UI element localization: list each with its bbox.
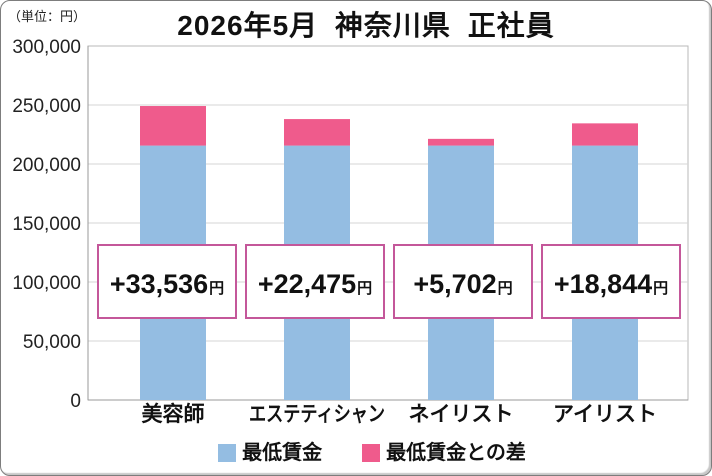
data-labels: +33,536円 +22,475円 +5,702円 +18,844円: [97, 244, 681, 319]
bar-wage-difference: [284, 119, 350, 146]
x-axis-category-labels: 美容師 エステティシャン ネイリスト アイリスト: [142, 402, 657, 426]
data-label-box: [393, 244, 533, 319]
data-label-text: +33,536円: [110, 269, 224, 299]
chart-title: 2026年5月 神奈川県 正社員: [177, 10, 555, 41]
data-label-value: +33,536: [110, 269, 208, 299]
data-label-text: +5,702円: [413, 269, 512, 299]
data-label-value: +22,475: [258, 269, 356, 299]
y-tick-label: 300,000: [12, 37, 81, 58]
category-label: エステティシャン: [249, 403, 385, 426]
data-label-box: [97, 244, 237, 319]
bar-wage-difference: [140, 106, 206, 146]
bar-wage-difference: [572, 123, 638, 146]
legend-item-wage-difference: 最低賃金との差: [362, 441, 526, 465]
y-tick-label: 250,000: [12, 96, 81, 117]
category-label: アイリスト: [553, 403, 657, 426]
legend-label-wage-difference: 最低賃金との差: [386, 442, 526, 464]
data-label-unit: 円: [357, 280, 372, 297]
y-tick-label: 200,000: [12, 155, 81, 176]
data-label: +18,844円: [541, 244, 681, 319]
y-tick-label: 50,000: [23, 332, 81, 353]
data-label-box: [541, 244, 681, 319]
data-label-value: +5,702: [413, 269, 496, 299]
data-label-value: +18,844: [554, 269, 652, 299]
y-tick-label: 100,000: [12, 273, 81, 294]
y-axis-tick-labels: 0 50,000 100,000 150,000 200,000 250,000 300,0…: [12, 37, 81, 412]
unit-label: （単位：円）: [8, 9, 87, 24]
y-tick-label: 0: [70, 391, 81, 412]
data-label: +22,475円: [245, 244, 385, 319]
data-label-unit: 円: [653, 280, 668, 297]
category-label: ネイリスト: [409, 403, 514, 426]
category-label: 美容師: [142, 402, 205, 426]
data-label: +33,536円: [97, 244, 237, 319]
legend-swatch-wage-difference: [362, 444, 381, 462]
y-tick-label: 150,000: [12, 214, 81, 235]
legend: 最低賃金 最低賃金との差: [32, 440, 712, 466]
legend-item-min-wage: 最低賃金: [218, 441, 322, 465]
bar-wage-difference: [428, 138, 494, 146]
data-label-unit: 円: [498, 280, 513, 297]
data-label: +5,702円: [393, 244, 533, 319]
legend-swatch-min-wage: [218, 444, 237, 462]
data-label-text: +22,475円: [258, 269, 372, 299]
data-label-unit: 円: [209, 280, 224, 297]
data-label-text: +18,844円: [554, 269, 668, 299]
data-label-box: [245, 244, 385, 319]
legend-label-min-wage: 最低賃金: [242, 442, 323, 464]
